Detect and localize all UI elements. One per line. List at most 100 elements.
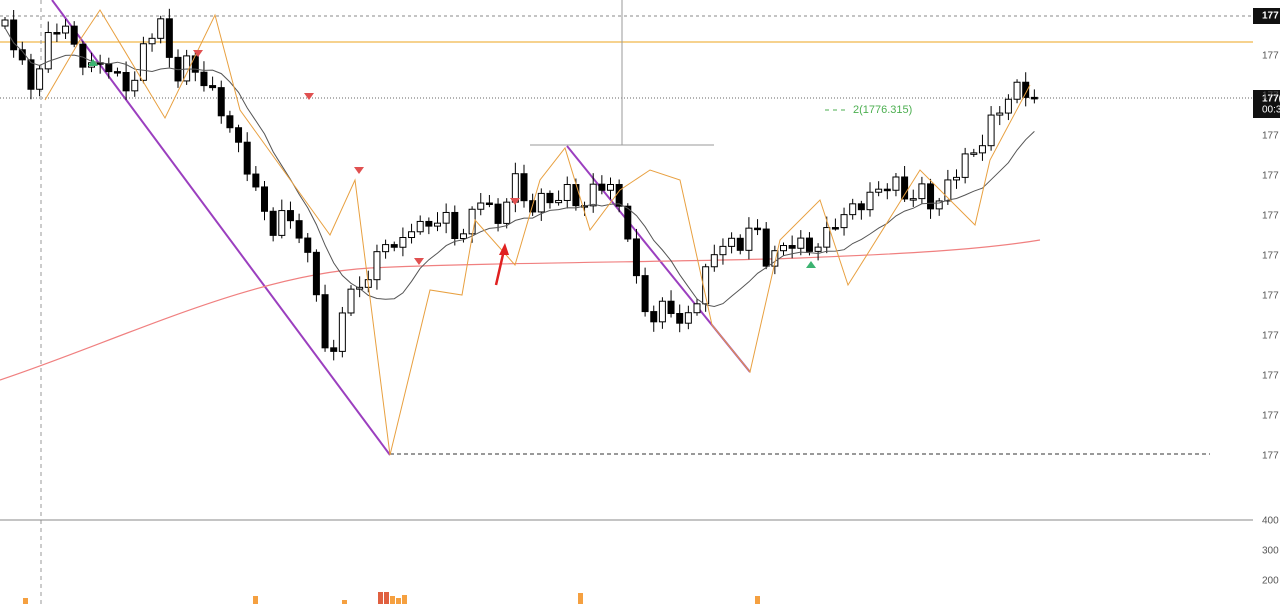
- candle-body: [416, 220, 424, 233]
- candle-body: [624, 205, 632, 240]
- volume-bar: [578, 593, 583, 604]
- moving-average-slow: [0, 239, 1041, 381]
- sell-marker: [354, 167, 364, 174]
- candle-body: [978, 145, 986, 154]
- candle-body: [736, 237, 744, 251]
- candle-body: [131, 79, 139, 92]
- candle-body: [702, 266, 710, 305]
- candle-body: [209, 85, 217, 89]
- candle-body: [269, 210, 277, 236]
- candle-body: [892, 176, 900, 191]
- candle-body: [788, 245, 796, 249]
- price-label: 177: [1262, 91, 1279, 102]
- candle-body: [918, 183, 926, 200]
- countdown: 00:3: [1262, 105, 1280, 116]
- candle-body: [555, 199, 563, 204]
- candle-body: [650, 311, 658, 323]
- candle-body: [477, 202, 485, 210]
- candle-body: [235, 127, 243, 143]
- arrow: [494, 243, 509, 286]
- candle-body: [944, 179, 952, 202]
- volume-bar: [378, 592, 383, 604]
- candle-body: [382, 244, 390, 253]
- candle-body: [909, 198, 917, 201]
- arrow-shaft: [494, 249, 506, 286]
- candle-body: [330, 347, 338, 352]
- candle-body: [157, 18, 165, 39]
- candle-body: [347, 288, 355, 314]
- volume-bar: [384, 592, 389, 604]
- buy-marker: [88, 59, 98, 66]
- candle-body: [684, 312, 692, 324]
- candle-body: [468, 208, 476, 235]
- candle-body: [927, 183, 935, 210]
- candle-body: [849, 203, 857, 216]
- candle-body: [79, 43, 87, 68]
- candle-body: [961, 153, 969, 178]
- markers: [88, 50, 816, 268]
- candle-body: [425, 220, 433, 227]
- candle-body: [451, 211, 459, 239]
- candle-body: [390, 244, 398, 248]
- candle-body: [805, 237, 813, 252]
- candle-body: [485, 202, 493, 206]
- candle-body: [494, 203, 502, 224]
- volume-label: 400: [1262, 516, 1279, 527]
- candle-body: [901, 176, 909, 200]
- candle-body: [866, 191, 874, 211]
- candle-body: [641, 275, 649, 313]
- price-label: 177: [1262, 371, 1279, 382]
- candle-body: [537, 192, 545, 213]
- candle-body: [1022, 81, 1030, 98]
- candle-body: [1004, 98, 1012, 114]
- candle-body: [875, 188, 883, 193]
- candle-body: [953, 176, 960, 181]
- candle-body: [719, 245, 727, 256]
- current-price-box: [1253, 90, 1280, 118]
- candle-body: [70, 25, 78, 45]
- price-label: 177: [1262, 131, 1279, 142]
- price-label: 177: [1262, 211, 1279, 222]
- price-label: 177: [1262, 451, 1279, 462]
- candle-body: [996, 112, 1004, 116]
- candle-body: [728, 237, 736, 247]
- candle-body: [1030, 96, 1038, 100]
- candle-body: [217, 87, 225, 117]
- price-label: 177: [1262, 11, 1279, 22]
- candle-body: [148, 37, 156, 45]
- candle-body: [676, 313, 684, 324]
- candle-body: [710, 254, 718, 268]
- candle-body: [667, 300, 675, 315]
- volume-bar: [342, 600, 347, 604]
- moving-average-fast: [4, 27, 1035, 308]
- candle-body: [165, 18, 173, 58]
- candles: [1, 8, 1038, 456]
- candle-body: [122, 72, 130, 92]
- candle-body: [632, 238, 640, 277]
- candle-body: [139, 43, 147, 81]
- candle-body: [408, 231, 416, 239]
- candle-body: [27, 59, 35, 90]
- candle-body: [572, 184, 580, 207]
- price-label: 177: [1262, 411, 1279, 422]
- volume-bar: [755, 596, 760, 604]
- candle-body: [546, 192, 554, 204]
- candle-body: [797, 237, 805, 249]
- candle-body: [503, 201, 511, 224]
- candle-body: [814, 246, 822, 252]
- volume-label: 200: [1262, 576, 1279, 587]
- volume-bar: [23, 598, 28, 604]
- candle-body: [598, 183, 606, 191]
- zigzag: [44, 9, 1031, 456]
- candle-body: [658, 300, 666, 323]
- price-label: 177: [1262, 291, 1279, 302]
- price-label: 177: [1262, 171, 1279, 182]
- candle-body: [252, 173, 260, 188]
- candle-body: [399, 237, 407, 248]
- candle-body: [243, 141, 251, 175]
- candle-body: [693, 303, 701, 314]
- candle-body: [511, 173, 519, 203]
- high-price-box: [1253, 8, 1280, 24]
- candle-body: [442, 211, 450, 224]
